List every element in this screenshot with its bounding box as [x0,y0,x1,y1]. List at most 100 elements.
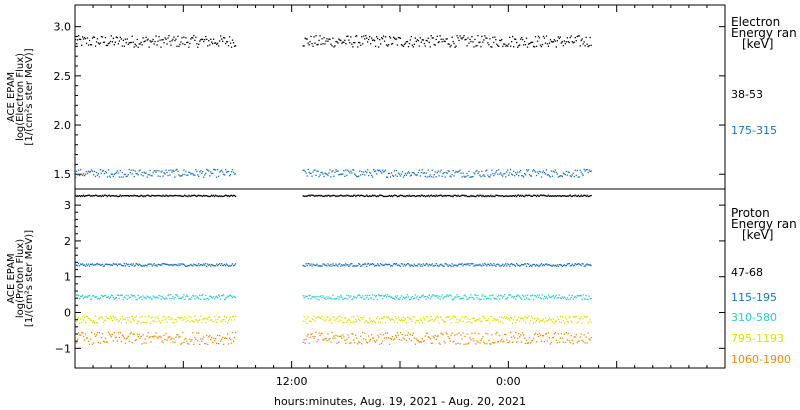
data-point [442,38,444,40]
data-point [227,319,230,322]
data-point [325,264,327,266]
data-point [162,296,164,299]
data-point [169,318,171,321]
data-point [474,320,476,322]
data-point [512,341,514,343]
data-point [491,169,493,171]
data-point [584,194,586,197]
data-point [112,195,114,197]
data-point [577,194,579,196]
data-point [521,298,523,300]
data-point [528,194,531,196]
data-point [154,335,156,337]
data-point [462,297,464,299]
data-point [309,41,311,43]
data-point [177,264,179,267]
data-point [378,336,380,338]
data-point [431,169,433,171]
data-point [472,263,474,265]
data-point [462,332,464,334]
data-point [110,173,112,175]
data-point [404,334,407,337]
data-point [232,265,235,267]
data-point [400,339,403,341]
data-point [381,342,383,344]
data-point [438,195,440,197]
y-tick-label: 3 [64,199,71,212]
data-point [491,294,493,297]
data-point [521,317,523,319]
data-point [122,176,124,178]
data-point [422,294,424,296]
data-point [394,174,397,176]
data-point [544,194,547,197]
data-point [568,171,570,174]
data-point [75,39,77,41]
data-point [397,36,400,39]
data-point [159,321,161,323]
data-point [338,298,340,300]
data-point [565,41,567,43]
data-point [198,194,200,196]
data-point [139,43,141,45]
data-point [516,41,518,44]
data-point [545,169,548,171]
data-point [318,299,320,301]
data-point [407,296,410,298]
data-point [539,334,542,336]
legend-entry: 1060-1900 [731,353,791,366]
data-point [133,333,135,335]
data-point [225,42,227,45]
data-point [480,176,482,178]
data-point [508,195,510,197]
data-point [475,195,477,198]
data-point [494,319,496,321]
data-point [581,322,583,324]
data-point [205,195,207,197]
data-point [148,297,150,299]
data-point [107,43,110,45]
data-point [174,40,176,42]
data-point [219,40,221,42]
data-point [458,295,460,298]
data-point [137,264,139,266]
data-point [498,195,500,197]
data-point [349,264,351,266]
data-point [554,332,556,334]
data-point [228,36,231,38]
data-point [439,298,441,300]
data-point [557,36,559,38]
data-point [200,264,202,266]
data-point [131,295,133,297]
data-point [156,265,158,267]
data-point [472,297,474,299]
data-point [107,263,110,266]
data-point [337,265,339,267]
data-point [141,171,143,174]
data-point [444,263,446,265]
data-point [512,264,514,266]
data-point [153,195,155,197]
data-point [89,44,92,46]
data-point [462,36,464,39]
data-point [513,335,515,337]
data-point [431,318,433,321]
data-point [346,35,348,37]
data-point [142,195,144,198]
data-point [570,320,572,322]
data-point [398,338,401,341]
data-point [452,341,454,343]
data-point [305,318,307,320]
data-point [378,321,380,323]
data-point [466,333,468,335]
data-point [317,43,319,46]
data-point [487,333,489,335]
data-point [174,263,176,266]
data-point [535,195,538,198]
data-point [376,195,378,198]
data-point [323,175,325,178]
data-point [137,294,139,296]
data-point [225,337,227,339]
data-point [120,294,122,296]
data-point [371,37,373,39]
